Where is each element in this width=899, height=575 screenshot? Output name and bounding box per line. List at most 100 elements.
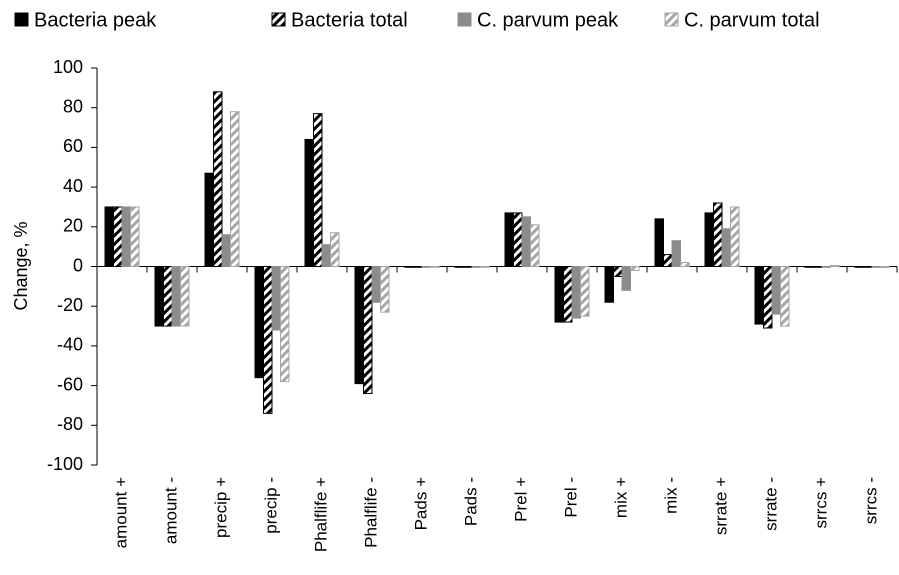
bar [330,232,340,268]
bar [471,266,481,268]
bar [121,206,131,267]
x-tick-label: Prel + [511,477,530,522]
bar [480,266,490,268]
bar [780,266,790,327]
x-tick-label: precip + [211,477,230,538]
bar [154,266,164,327]
bar [830,265,840,268]
bar [530,224,540,268]
bar [763,266,773,329]
bar [680,262,690,267]
bar [630,266,640,271]
x-tick-label: Phalflife + [311,477,330,552]
x-tick-label: Phalflife - [361,477,380,548]
bar [863,266,873,268]
bar [854,266,864,268]
y-tick-label: -20 [57,295,83,315]
bar [521,216,531,267]
x-tick-label: srrate + [711,477,730,535]
legend-swatch [664,12,679,27]
bar [354,266,364,385]
y-tick-label: 100 [53,57,83,77]
bar [313,113,323,267]
bar [171,266,181,327]
x-tick-label: srrcs + [811,477,830,529]
y-tick-label: 0 [73,255,83,275]
bar [271,266,281,331]
bar [730,206,740,267]
bar [704,212,714,267]
x-tick-label: Pads + [411,477,430,530]
x-tick-label: mix - [661,477,680,514]
legend-label: C. parvum total [684,9,820,31]
legend-swatch [271,12,286,27]
y-tick-label: 40 [63,176,83,196]
bar [163,266,173,327]
x-tick-label: srrate - [761,477,780,531]
x-tick-label: amount - [161,477,180,544]
bar [604,266,614,303]
y-tick-label: -100 [47,454,83,474]
bar [463,266,473,268]
bar [430,266,440,268]
y-tick-label: 80 [63,96,83,116]
y-axis-title: Change, % [11,221,31,310]
legend-label: C. parvum peak [477,9,619,31]
bar [404,266,414,268]
bar [230,111,240,267]
bar [754,266,764,325]
bar [654,218,664,267]
bar [880,266,890,268]
bar [413,266,423,268]
bar [263,266,273,414]
y-tick-label: -60 [57,374,83,394]
bar [813,266,823,268]
x-tick-label: Prel - [561,477,580,518]
bar [221,234,231,268]
x-tick-label: precip - [261,477,280,534]
bar [821,266,831,268]
bar [621,266,631,291]
x-tick-label: mix + [611,477,630,518]
bar [571,266,581,319]
bar [613,266,623,277]
x-tick-label: Pads - [461,477,480,526]
y-tick-label: 20 [63,216,83,236]
y-tick-label: -40 [57,335,83,355]
bar [671,240,681,268]
bar [254,266,264,379]
legend-label: Bacteria peak [34,9,157,31]
bar [130,206,140,267]
bar [421,266,431,268]
x-tick-label: srrcs - [861,477,880,524]
bar [871,266,881,268]
bar [180,266,190,327]
bar [713,202,723,267]
bar [804,266,814,268]
bar [380,266,390,313]
bar [663,254,673,267]
legend-label: Bacteria total [291,9,408,31]
bar [580,266,590,317]
bar [113,206,123,267]
bar [454,266,464,268]
bar [371,266,381,303]
bar [280,266,290,383]
bar [363,266,373,395]
bar [563,266,573,323]
y-tick-label: 60 [63,136,83,156]
bar [721,228,731,268]
legend-swatch [457,12,472,27]
bar [104,206,114,267]
bar [304,138,314,268]
bar [321,244,331,267]
x-tick-label: amount + [111,477,130,548]
y-tick-label: -80 [57,414,83,434]
bar [771,266,781,315]
bar [504,212,514,267]
bar [213,91,223,267]
bar [204,172,214,267]
bar [513,212,523,267]
bar [554,266,564,323]
